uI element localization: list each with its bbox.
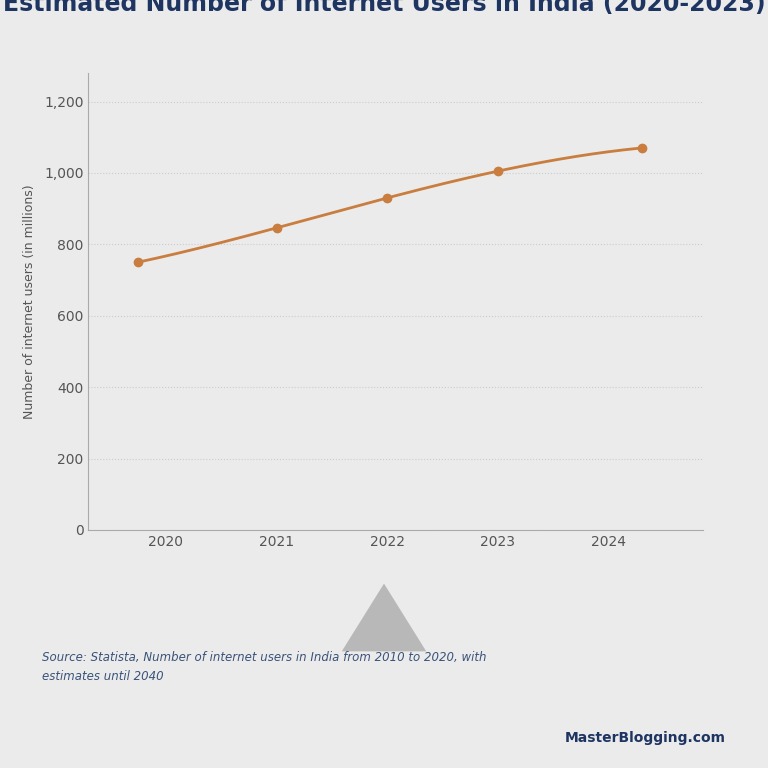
- Text: MasterBlogging.com: MasterBlogging.com: [564, 731, 726, 746]
- Polygon shape: [342, 584, 426, 651]
- Y-axis label: Number of internet users (in millions): Number of internet users (in millions): [22, 184, 35, 419]
- Text: Estimated Number of Internet Users in India (2020-2023): Estimated Number of Internet Users in In…: [2, 0, 766, 16]
- Text: Source: Statista, Number of internet users in India from 2010 to 2020, with
esti: Source: Statista, Number of internet use…: [42, 651, 487, 684]
